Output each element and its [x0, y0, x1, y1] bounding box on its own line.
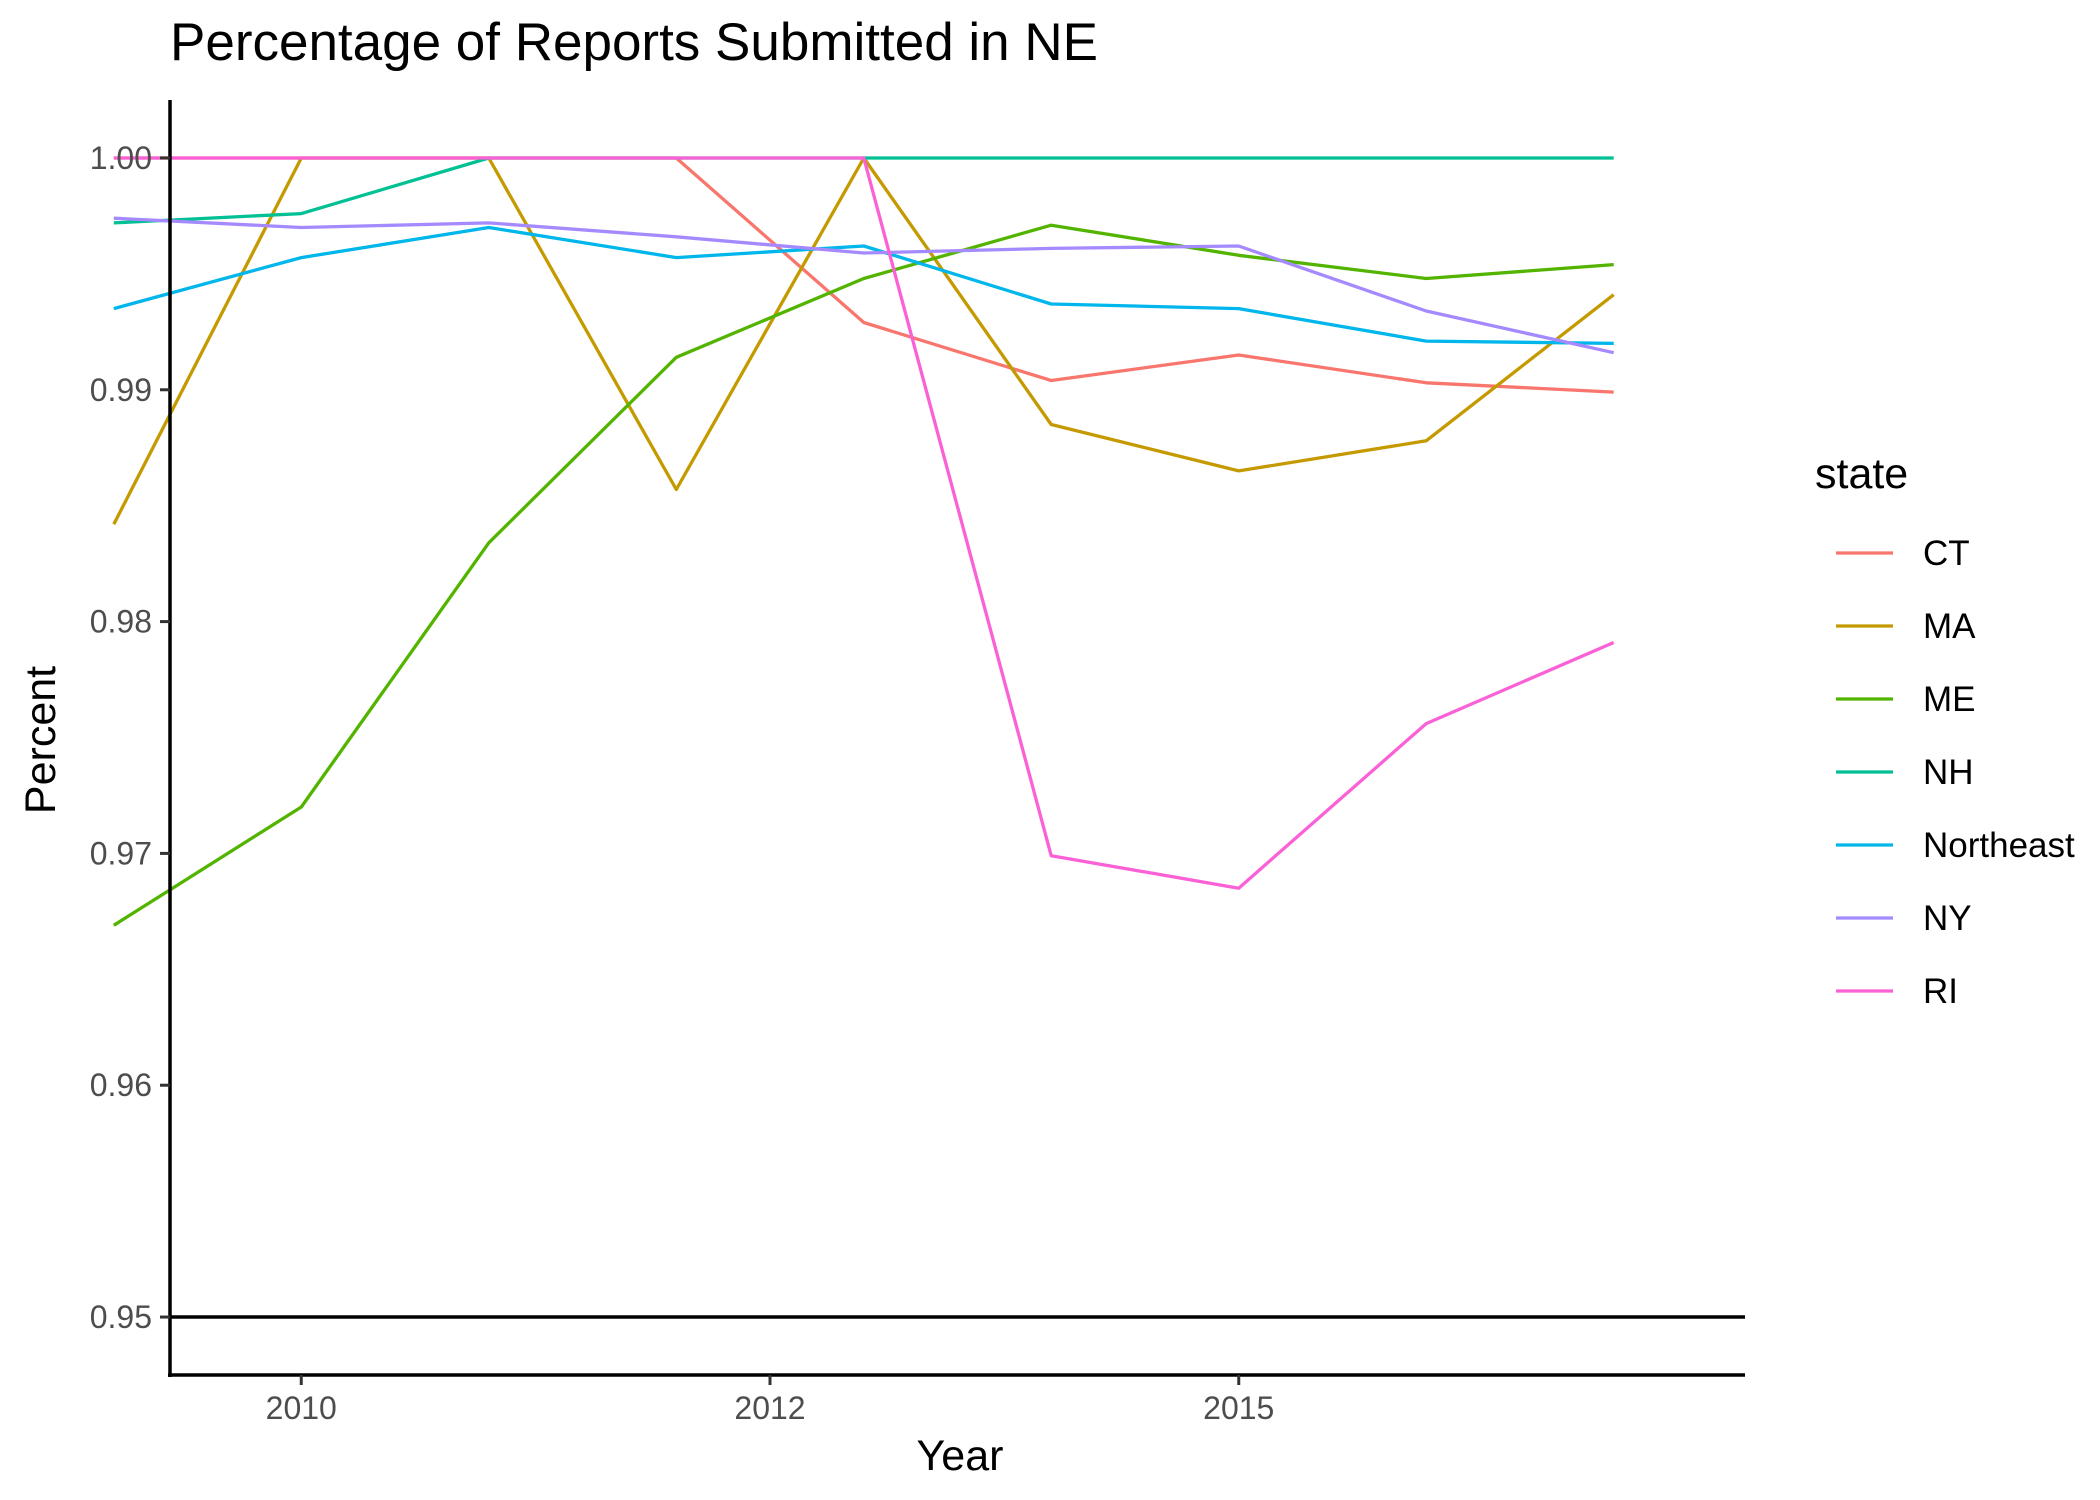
y-tick-label: 0.97: [90, 835, 152, 871]
x-tick-label: 2015: [1203, 1390, 1274, 1426]
legend-label-ri: RI: [1923, 972, 1958, 1011]
y-tick-label: 0.99: [90, 372, 152, 408]
legend-label-ct: CT: [1923, 534, 1970, 573]
series-line-nh: [113, 156, 1614, 225]
x-tick-label: 2012: [734, 1390, 805, 1426]
series-line-ri: [113, 156, 1615, 890]
y-axis-title: Percent: [17, 666, 65, 814]
chart-title: Percentage of Reports Submitted in NE: [170, 13, 1098, 72]
legend-label-nh: NH: [1923, 753, 1974, 792]
plot-area: 1.00 0.99 0.98 0.97 0.96 0.95 2010 2012 2015: [90, 100, 1745, 1426]
series-line-ma: [112, 156, 1615, 525]
y-tick-label: 0.98: [90, 604, 152, 640]
y-tick-label: 0.95: [90, 1299, 152, 1335]
legend-label-northeast: Northeast: [1923, 826, 2075, 865]
legend: state CT MA ME NH Northeast NY RI: [1815, 450, 2075, 1011]
x-tick-label: 2010: [266, 1390, 337, 1426]
y-tick-label: 0.96: [90, 1067, 152, 1103]
series-line-northeast: [113, 225, 1614, 346]
series-line-me: [112, 223, 1614, 927]
series-line-ny: [113, 216, 1615, 355]
y-tick-label: 1.00: [90, 140, 152, 176]
legend-label-ma: MA: [1923, 607, 1976, 646]
legend-label-ny: NY: [1923, 899, 1972, 938]
x-axis-title: Year: [917, 1432, 1004, 1480]
legend-label-me: ME: [1923, 680, 1976, 719]
legend-title: state: [1815, 450, 1908, 498]
